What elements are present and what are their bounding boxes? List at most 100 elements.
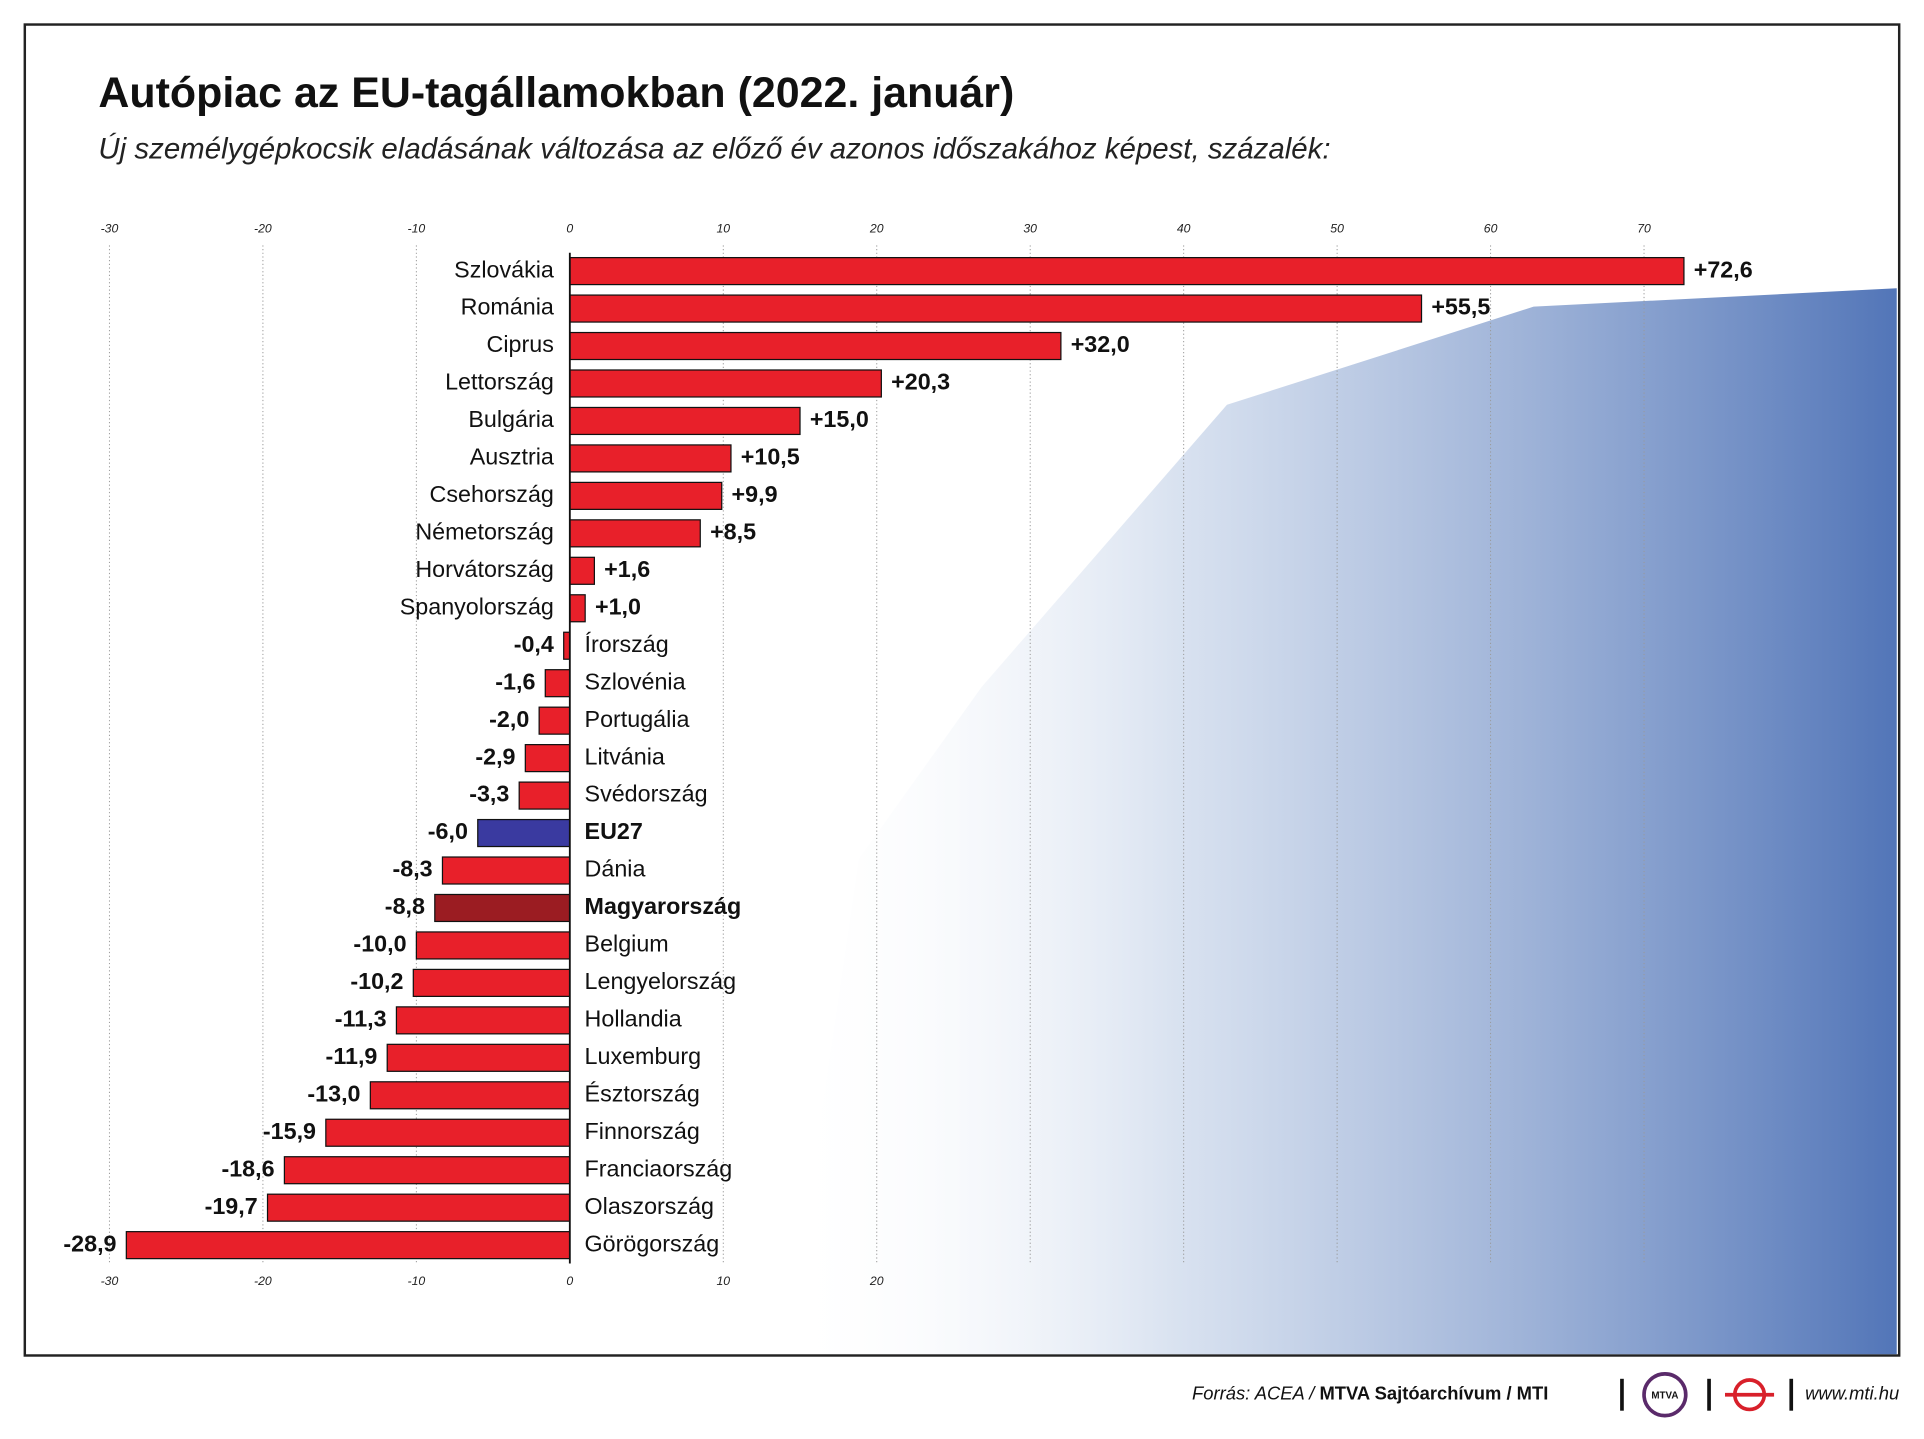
bar xyxy=(569,331,1062,361)
category-label: Ciprus xyxy=(487,331,554,357)
category-label: Horvátország xyxy=(415,556,554,582)
bar xyxy=(569,594,586,623)
bar xyxy=(477,818,571,848)
value-label: -2,0 xyxy=(489,706,529,732)
category-label: Franciaország xyxy=(585,1155,733,1181)
value-label: -2,9 xyxy=(475,743,515,769)
category-label: Ausztria xyxy=(470,444,554,470)
category-label: Románia xyxy=(461,294,554,320)
value-label: -0,4 xyxy=(514,631,554,657)
x-tick-label: 30 xyxy=(1023,222,1037,236)
bar xyxy=(569,406,801,436)
category-label: Belgium xyxy=(585,931,669,957)
frame xyxy=(23,23,1901,1357)
bar xyxy=(569,481,723,510)
category-label: Németország xyxy=(415,518,554,544)
x-tick-label: 10 xyxy=(716,222,730,236)
value-label: -1,6 xyxy=(495,668,535,694)
chart-subtitle: Új személygépkocsik eladásának változása… xyxy=(98,133,1330,166)
x-tick-label: 40 xyxy=(1177,222,1191,236)
chart-title: Autópiac az EU-tagállamokban (2022. janu… xyxy=(98,69,1014,117)
bar xyxy=(125,1231,571,1260)
value-label: -11,3 xyxy=(335,1006,387,1032)
value-label: -19,7 xyxy=(205,1193,258,1219)
bar xyxy=(524,744,571,773)
value-label: -10,0 xyxy=(353,931,406,957)
value-label: -8,8 xyxy=(385,893,425,919)
value-label: +32,0 xyxy=(1071,331,1130,357)
value-label: +20,3 xyxy=(891,369,950,395)
x-tick-label: -30 xyxy=(101,1274,119,1288)
bar xyxy=(569,519,701,548)
category-label: Szlovénia xyxy=(585,668,686,694)
value-label: -6,0 xyxy=(428,818,468,844)
value-label: +15,0 xyxy=(810,406,869,432)
bar xyxy=(569,556,595,585)
bar xyxy=(412,968,571,998)
bar xyxy=(538,706,571,735)
source: Forrás: ACEA / MTVA Sajtóarchívum / MTI xyxy=(1192,1383,1548,1404)
x-tick-label: 20 xyxy=(869,222,884,236)
value-label: -28,9 xyxy=(63,1230,116,1256)
category-label: Litvánia xyxy=(585,743,665,769)
category-label: Csehország xyxy=(430,481,554,507)
category-label: Észtország xyxy=(585,1080,700,1106)
value-label: -18,6 xyxy=(221,1155,274,1181)
value-label: -13,0 xyxy=(307,1080,360,1106)
x-tick-label: 20 xyxy=(869,1274,884,1288)
bar xyxy=(434,893,571,923)
x-tick-label: 70 xyxy=(1637,222,1651,236)
category-label: Lengyelország xyxy=(585,968,737,994)
logo xyxy=(1642,1372,1688,1418)
bar xyxy=(569,256,1685,286)
bar xyxy=(518,781,571,810)
x-tick-label: -20 xyxy=(254,222,272,236)
x-tick-label: 0 xyxy=(566,222,573,236)
bar xyxy=(563,631,571,660)
bar xyxy=(569,294,1423,323)
category-label: Magyarország xyxy=(585,893,742,919)
bar xyxy=(266,1193,571,1222)
x-tick-label: 0 xyxy=(566,1274,573,1288)
x-tick-label: 10 xyxy=(716,1274,730,1288)
category-label: Írország xyxy=(585,631,669,657)
logo-text: MTVA xyxy=(1651,1391,1678,1402)
value-label: -15,9 xyxy=(263,1118,316,1144)
category-label: Svédország xyxy=(585,781,708,807)
x-tick-label: -30 xyxy=(101,222,119,236)
category-label: EU27 xyxy=(585,818,643,844)
bar xyxy=(325,1118,571,1147)
value-label: +1,0 xyxy=(595,593,641,619)
category-label: Dánia xyxy=(585,856,646,882)
value-label: +72,6 xyxy=(1694,256,1753,282)
value-label: +1,6 xyxy=(604,556,650,582)
value-label: +55,5 xyxy=(1431,294,1490,320)
bar xyxy=(441,856,571,885)
bar xyxy=(415,931,571,960)
value-label: -10,2 xyxy=(350,968,403,994)
background-photo xyxy=(785,288,1897,1355)
bar xyxy=(386,1043,571,1072)
value-label: -8,3 xyxy=(392,856,432,882)
source-bold: MTVA Sajtóarchívum / MTI xyxy=(1319,1383,1548,1404)
source-text: Forrás: ACEA / xyxy=(1192,1383,1316,1404)
x-tick-label: -20 xyxy=(254,1274,272,1288)
bar xyxy=(369,1081,571,1110)
category-label: Lettország xyxy=(445,369,554,395)
x-tick-label: 50 xyxy=(1330,222,1344,236)
value-label: +9,9 xyxy=(732,481,778,507)
value-label: +10,5 xyxy=(741,444,800,470)
category-label: Görögország xyxy=(585,1230,720,1256)
category-label: Olaszország xyxy=(585,1193,714,1219)
website: www.mti.hu xyxy=(1805,1383,1899,1404)
value-label: +8,5 xyxy=(710,518,756,544)
category-label: Portugália xyxy=(585,706,690,732)
x-tick-label: 60 xyxy=(1484,222,1498,236)
bar xyxy=(283,1156,571,1185)
category-label: Hollandia xyxy=(585,1006,682,1032)
value-label: -11,9 xyxy=(326,1043,378,1069)
category-label: Finnország xyxy=(585,1118,700,1144)
bar xyxy=(569,369,882,398)
x-tick-label: -10 xyxy=(408,1274,426,1288)
